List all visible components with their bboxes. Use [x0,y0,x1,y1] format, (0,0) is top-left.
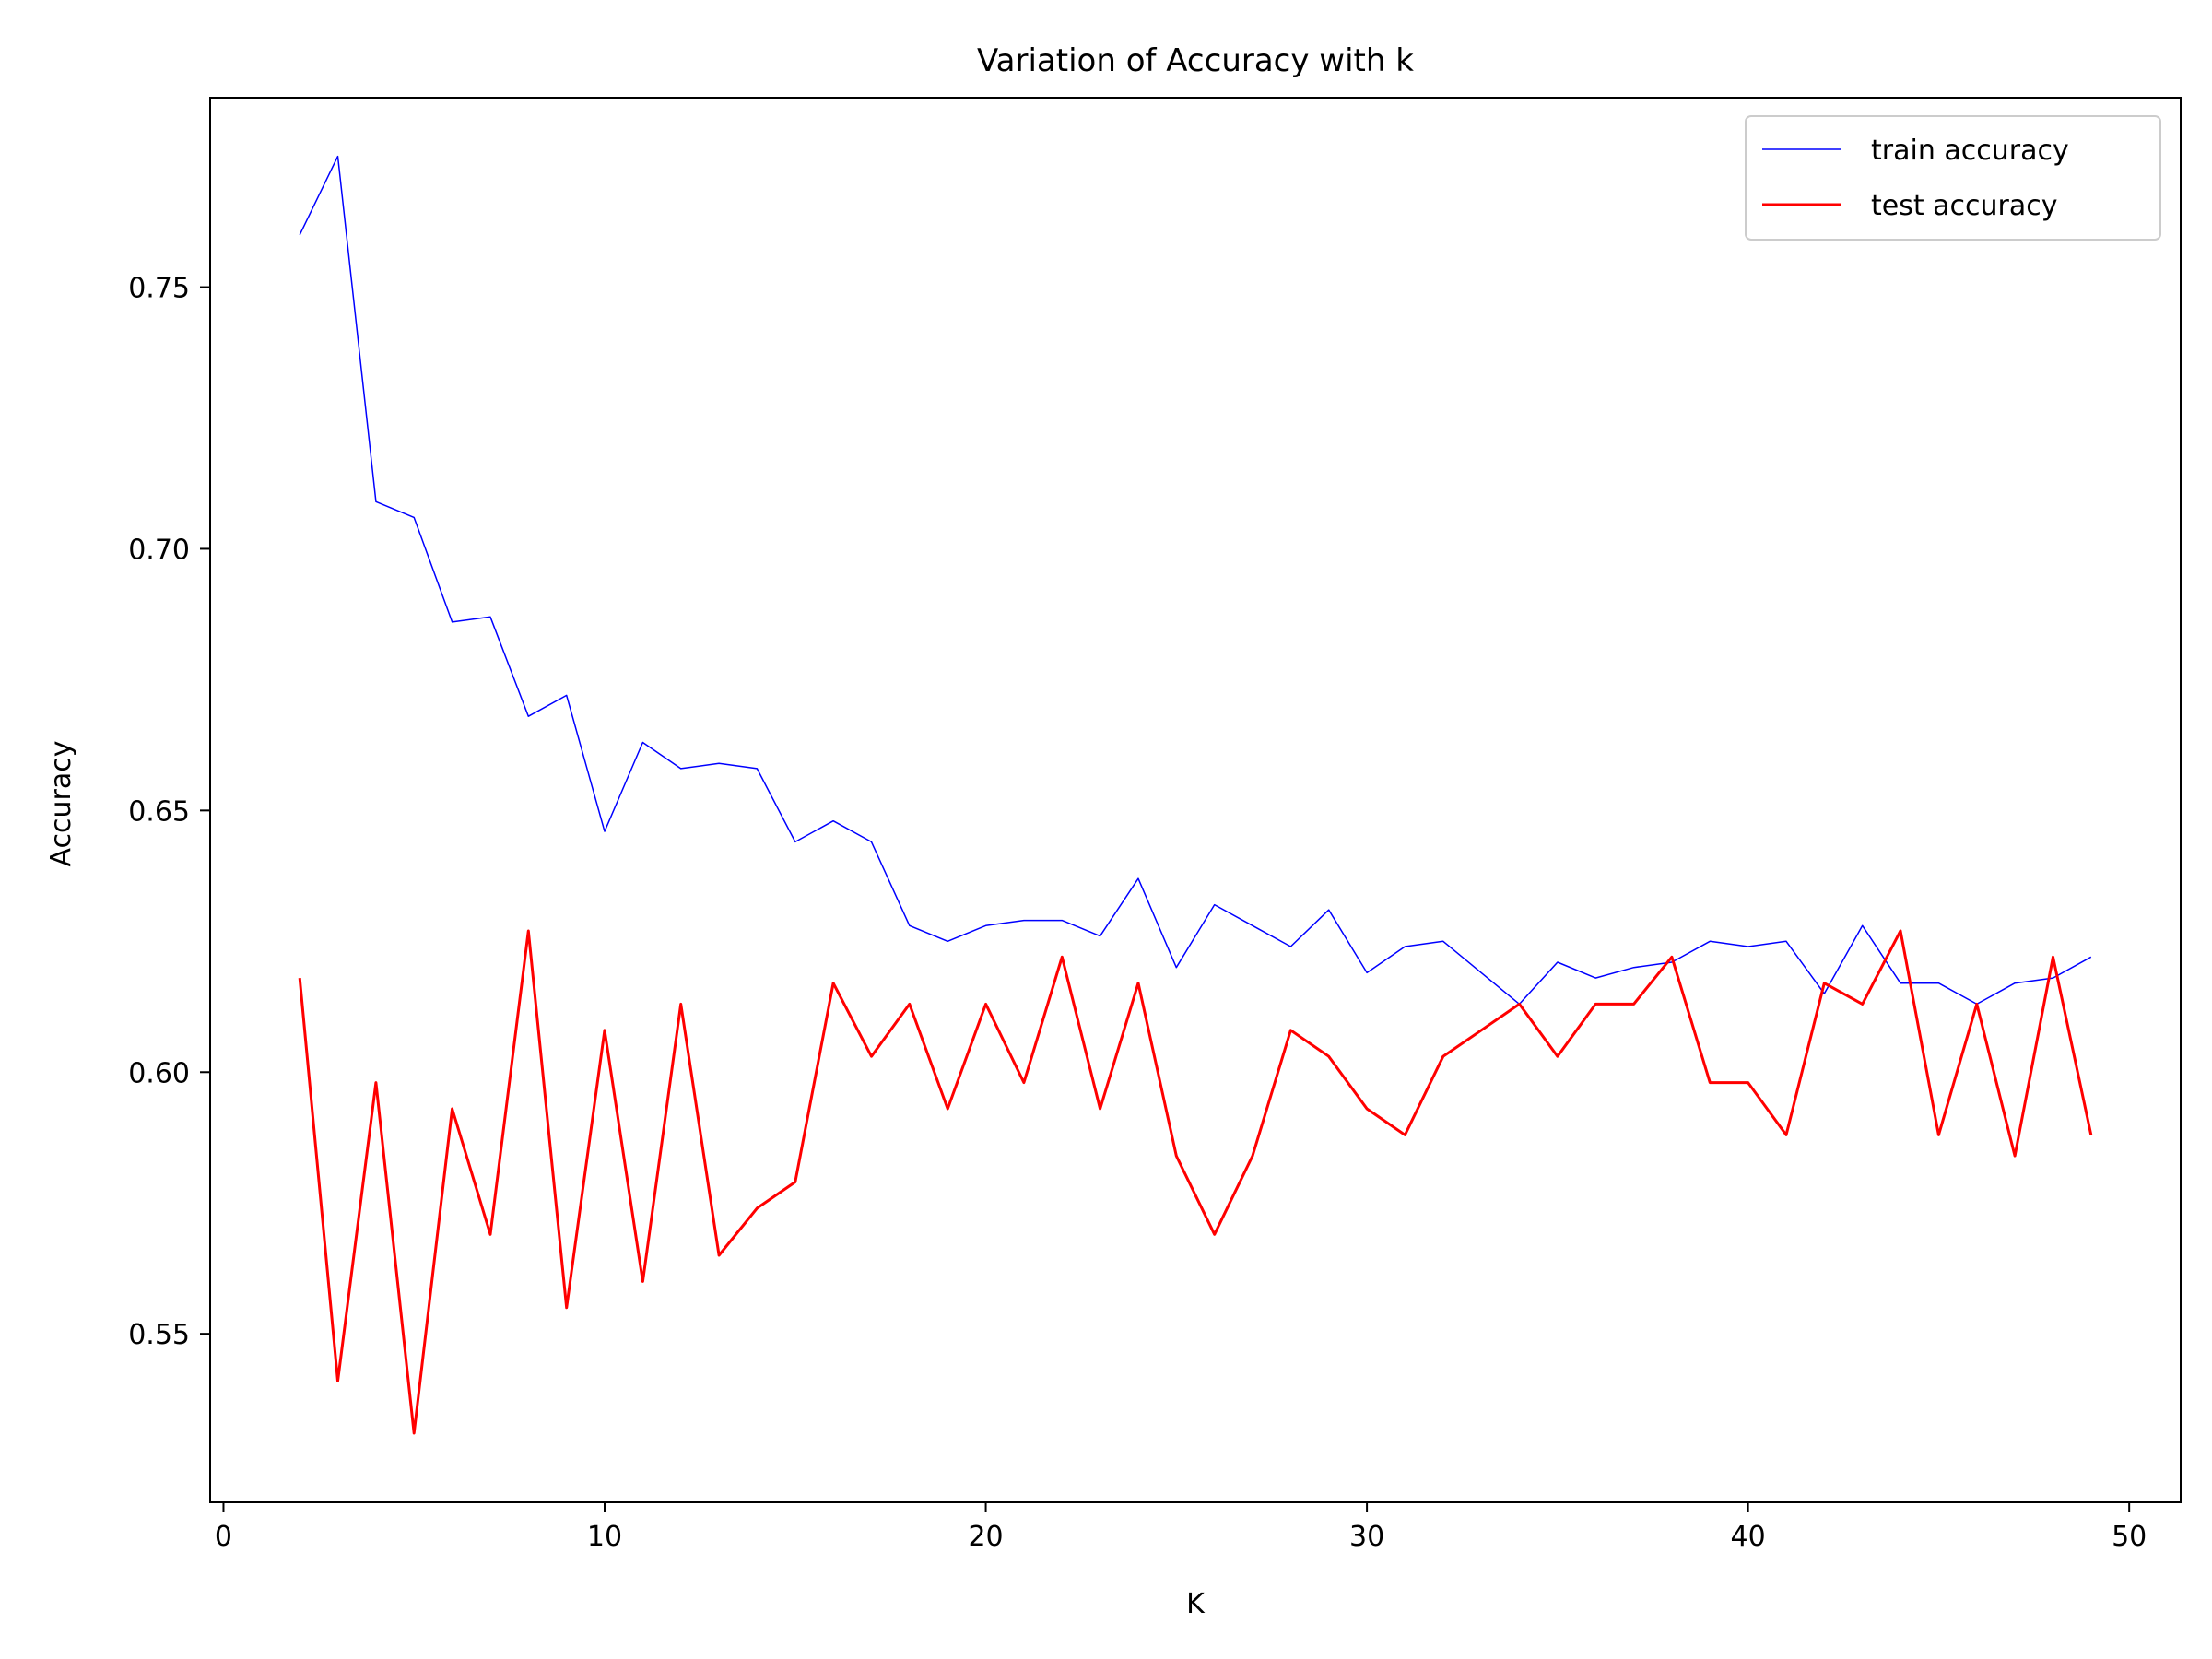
y-tick-label: 0.70 [128,534,190,566]
train-accuracy-line [299,155,2092,1006]
y-tick-label: 0.55 [128,1319,190,1351]
y-axis: 0.55 0.60 0.65 0.70 0.75 [128,273,210,1351]
plot-frame [209,97,2182,1503]
legend-label: train accuracy [1871,135,2069,167]
y-tick-label: 0.60 [128,1057,190,1089]
x-axis: 0 10 20 30 40 50 [215,1502,2147,1553]
x-tick-label: 20 [968,1521,1003,1553]
y-tick-label: 0.65 [128,795,190,828]
x-tick-label: 10 [587,1521,622,1553]
test-accuracy-line [298,929,2093,1435]
legend-box [1745,115,2161,241]
legend-label: test accuracy [1871,190,2058,222]
x-tick-label: 50 [2112,1521,2147,1553]
legend: train accuracy test accuracy [1745,115,2161,241]
y-tick-label: 0.75 [128,273,190,305]
x-tick-label: 0 [215,1521,232,1553]
plot-area [298,155,2093,1435]
y-axis-label: Accuracy [45,741,77,867]
x-axis-label: K [1186,1588,1206,1620]
chart-title: Variation of Accuracy with k [977,42,1414,79]
x-tick-label: 30 [1349,1521,1384,1553]
x-tick-label: 40 [1731,1521,1766,1553]
